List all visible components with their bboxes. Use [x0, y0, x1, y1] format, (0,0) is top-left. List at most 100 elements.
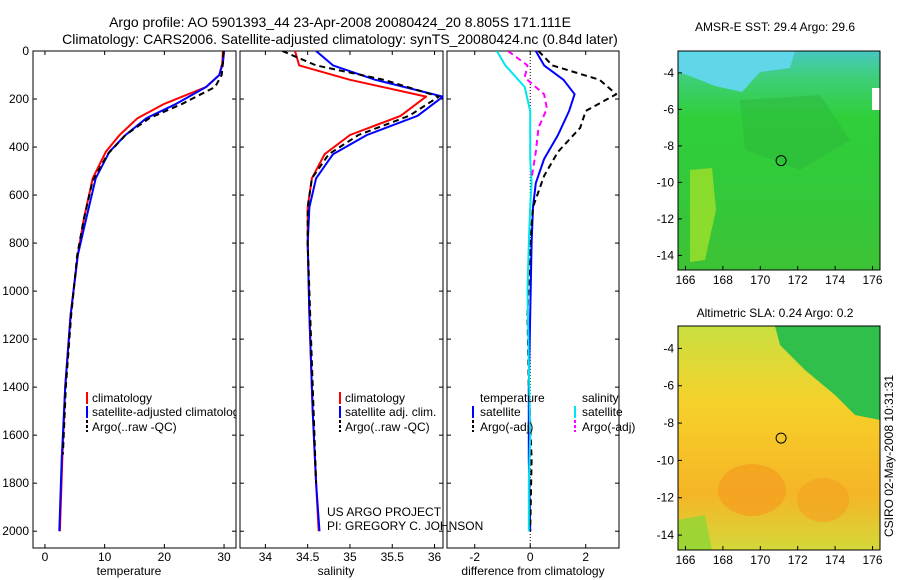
difference-axes-frame	[446, 50, 620, 549]
difference-legend-temp-argo: Argo(-adj)	[480, 420, 533, 434]
temperature-ytick-label: 0	[22, 44, 29, 58]
sla-map-orange-high-2	[797, 478, 849, 522]
sst_map-xtick-label: 172	[788, 273, 808, 287]
salinity-xtick-label: 35.5	[381, 550, 405, 564]
difference-line-salinity-satellite	[496, 51, 533, 532]
sst-map-yellow-patch	[690, 168, 716, 262]
temperature-line-argo-raw-qc	[61, 51, 225, 455]
temperature-ytick-label: 2000	[2, 524, 29, 538]
sla-map-panel: Altimetric SLA: 0.24 Argo: 0.2 166 168 170…	[657, 306, 883, 567]
difference-legend-sal-argo: Argo(-adj)	[582, 420, 635, 434]
sla_map-ytick-label: -6	[663, 379, 674, 393]
sst_map-ytick-label: -6	[663, 102, 674, 116]
temperature-xtick-label: 30	[217, 550, 231, 564]
difference-legend-header-temperature: temperature	[480, 391, 545, 405]
salinity-xtick-label: 35	[343, 550, 357, 564]
sst-map-dark-patch	[740, 95, 850, 170]
temperature-xtick-label: 20	[158, 550, 172, 564]
salinity-legend-climatology: climatology	[345, 391, 405, 405]
salinity-x-label: salinity	[318, 564, 355, 578]
difference-line-temperature-satellite	[527, 51, 576, 532]
sla-map-green-edge	[678, 515, 712, 550]
temperature-x-ticks: 0 10 20 30	[42, 51, 231, 564]
sla-map-argo-marker	[775, 432, 787, 444]
difference-xtick-label: -2	[469, 550, 480, 564]
temperature-ytick-label: 1800	[2, 476, 29, 490]
sla_map-ytick-label: -12	[657, 491, 675, 505]
salinity-xtick-label: 34	[259, 550, 273, 564]
sst_map-ytick-label: -4	[663, 66, 674, 80]
temperature-ytick-label: 1200	[2, 332, 29, 346]
salinity-panel: 34 34.5 35 35.5 36 salinity climatology sate…	[239, 50, 483, 578]
difference-line-salinity-argo-adj	[507, 51, 548, 179]
sst_map-xtick-label: 176	[863, 273, 883, 287]
difference-x-label: difference from climatology	[461, 564, 604, 578]
sst_map-ytick-label: -10	[657, 175, 675, 189]
sla-map-x-ticks: 166 168 170 172 174 176	[675, 546, 883, 567]
sla_map-xtick-label: 166	[675, 553, 695, 567]
salinity-y-ticks	[240, 50, 443, 532]
temperature-x-label: temperature	[97, 564, 162, 578]
sst-map-field	[678, 51, 880, 270]
sla_map-ytick-label: -14	[657, 528, 675, 542]
sst-map-title: AMSR-E SST: 29.4 Argo: 29.6	[695, 20, 855, 34]
sla_map-ytick-label: -4	[663, 341, 674, 355]
sla_map-ytick-label: -10	[657, 453, 675, 467]
temperature-ytick-label: 800	[9, 236, 29, 250]
salinity-line-argo-raw-qc	[281, 51, 440, 484]
sla-map-title: Altimetric SLA: 0.24 Argo: 0.2	[697, 306, 854, 320]
temperature-series	[58, 51, 226, 532]
temperature-ytick-label: 1600	[2, 428, 29, 442]
difference-xtick-label: 0	[527, 550, 534, 564]
figure-title-line2: Climatology: CARS2006. Satellite-adjuste…	[62, 31, 618, 47]
temperature-y-ticks: 0 200 400 600 800 1000 1200 1400 1600 1800 2000	[2, 44, 236, 538]
sst_map-xtick-label: 174	[825, 273, 845, 287]
timestamp-stamp: CSIRO 02-May-2008 10:31:31	[882, 375, 896, 537]
temperature-legend: climatology satellite-adjusted climatolo…	[86, 391, 236, 434]
salinity-xtick-label: 36	[428, 550, 442, 564]
sla_map-ytick-label: -8	[663, 416, 674, 430]
salinity-legend: climatology satellite adj. clim. Argo(..…	[339, 391, 436, 434]
sst-map-warm-pool-cyan	[678, 51, 795, 92]
sst_map-ytick-label: -8	[663, 139, 674, 153]
sst-map-y-ticks: -4 -6 -8 -10 -12 -14	[657, 66, 682, 262]
sla-map-y-ticks: -4 -6 -8 -10 -12 -14	[657, 341, 682, 542]
salinity-line-satellite-adj-clim	[306, 51, 443, 532]
salinity-legend-argo: Argo(..raw -QC)	[345, 420, 430, 434]
sla_map-xtick-label: 174	[825, 553, 845, 567]
temperature-axes-frame	[32, 50, 237, 549]
sla-map-orange-high	[718, 464, 786, 516]
sla_map-xtick-label: 168	[713, 553, 733, 567]
figure-title-line1: Argo profile: AO 5901393_44 23-Apr-2008 …	[109, 14, 571, 30]
project-credit: US ARGO PROJECT	[327, 505, 442, 519]
sst_map-xtick-label: 170	[750, 273, 770, 287]
temperature-xtick-label: 10	[98, 550, 112, 564]
difference-panel: -2 0 2 difference from climatology tempera…	[446, 50, 635, 578]
sla-map-field	[678, 326, 880, 550]
salinity-x-ticks: 34 34.5 35 35.5 36	[259, 51, 442, 564]
difference-series	[496, 51, 618, 532]
difference-legend: temperature salinity satellite Argo(-adj…	[472, 391, 635, 434]
difference-legend-temp-satellite: satellite	[480, 405, 521, 419]
sst_map-ytick-label: -12	[657, 212, 675, 226]
temperature-xtick-label: 0	[42, 550, 49, 564]
sst_map-xtick-label: 166	[675, 273, 695, 287]
temperature-ytick-label: 1000	[2, 284, 29, 298]
sla-map-frame	[677, 325, 881, 551]
sla-map-green-low	[775, 326, 880, 420]
temperature-legend-climatology: climatology	[92, 391, 152, 405]
sst-map-panel: AMSR-E SST: 29.4 Argo: 29.6 166 168 170 172…	[657, 20, 883, 287]
sst-map-argo-marker	[775, 155, 787, 167]
sst-map-x-ticks: 166 168 170 172 174 176	[675, 266, 883, 287]
temperature-legend-argo: Argo(..raw -QC)	[92, 420, 177, 434]
difference-legend-header-salinity: salinity	[582, 391, 619, 405]
pi-credit: PI: GREGORY C. JOHNSON	[327, 519, 483, 533]
sla_map-xtick-label: 172	[788, 553, 808, 567]
temperature-legend-clip: satellite-adjusted climatology	[92, 405, 236, 419]
salinity-axes-frame	[239, 50, 444, 549]
sla_map-xtick-label: 170	[750, 553, 770, 567]
salinity-series	[281, 51, 443, 532]
temperature-ytick-label: 1400	[2, 380, 29, 394]
difference-xtick-label: 2	[582, 550, 589, 564]
